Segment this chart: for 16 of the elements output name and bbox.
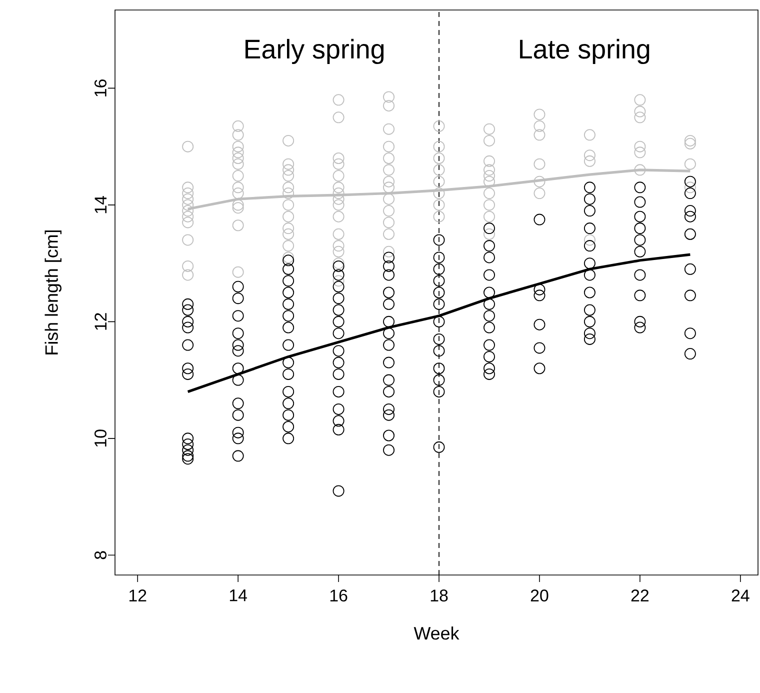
annotation: Late spring (520, 38, 650, 64)
x-tick-label: 12 (129, 590, 146, 602)
y-tick-label: 14 (94, 196, 106, 214)
x-tick-label: 14 (230, 590, 247, 602)
y-tick-label: 12 (94, 313, 106, 330)
x-tick-label: 18 (430, 590, 448, 602)
x-tick-label: 22 (631, 590, 649, 602)
x-tick-label: 24 (732, 590, 750, 602)
y-tick-label: 8 (94, 551, 106, 560)
x-tick-label: 20 (530, 590, 548, 602)
y-tick-label: 16 (94, 80, 106, 96)
x-axis-title: Week (414, 626, 460, 640)
annotation: Early spring (246, 38, 384, 64)
y-axis-title: Fish length [cm] (44, 230, 62, 354)
x-tick-label: 16 (330, 590, 348, 602)
y-tick-label: 10 (94, 430, 106, 447)
